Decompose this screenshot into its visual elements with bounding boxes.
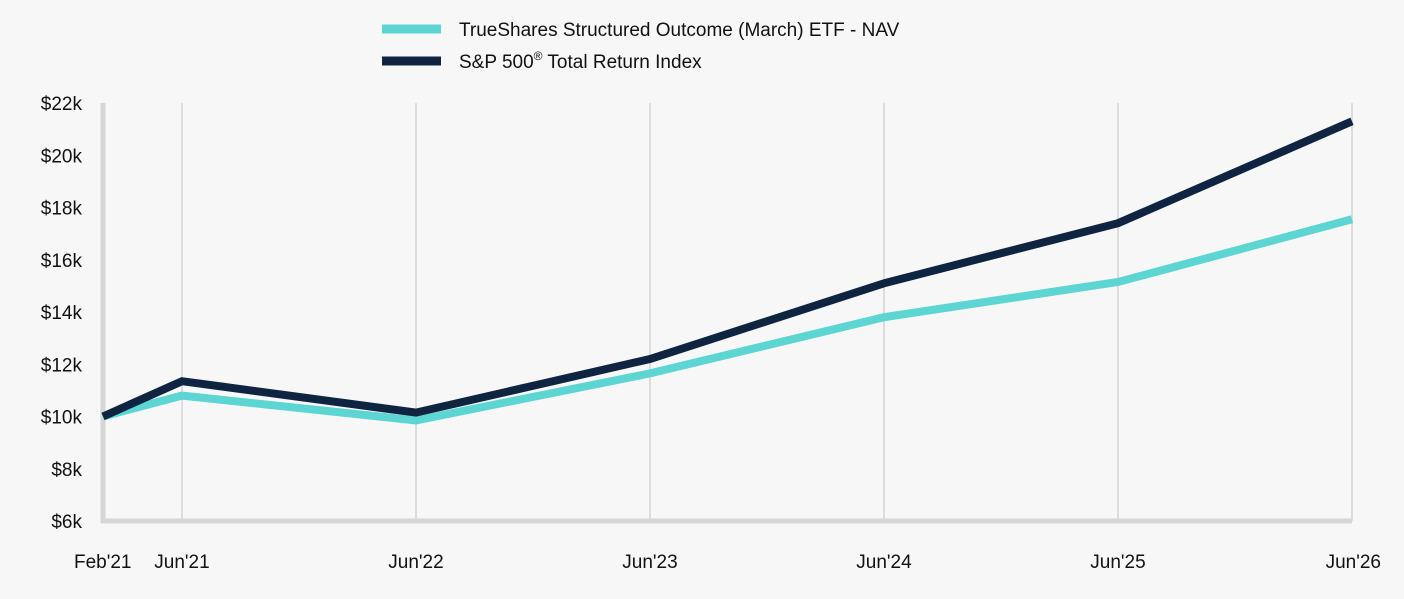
y-tick-label: $8k bbox=[51, 460, 82, 481]
x-tick-label: Jun'22 bbox=[388, 552, 443, 573]
x-tick-label: Feb'21 bbox=[74, 552, 132, 573]
y-tick-label: $22k bbox=[41, 94, 83, 115]
y-tick-label: $20k bbox=[41, 146, 83, 167]
y-tick-label: $10k bbox=[41, 408, 83, 429]
x-tick-label: Jun'25 bbox=[1090, 552, 1145, 573]
x-tick-label: Jun'24 bbox=[856, 552, 912, 573]
legend: TrueShares Structured Outcome (March) ET… bbox=[382, 20, 900, 73]
y-tick-label: $12k bbox=[41, 355, 83, 376]
series-lines bbox=[101, 117, 1354, 425]
x-tick-label: Jun'26 bbox=[1326, 552, 1381, 573]
legend-label-0: TrueShares Structured Outcome (March) ET… bbox=[459, 20, 900, 41]
series-line-1 bbox=[101, 117, 1354, 421]
y-tick-label: $16k bbox=[41, 251, 83, 272]
y-tick-label: $14k bbox=[41, 303, 83, 324]
legend-label-1: S&P 500® Total Return Index bbox=[459, 49, 702, 73]
x-tick-label: Jun'21 bbox=[154, 552, 209, 573]
x-tick-label: Jun'23 bbox=[622, 552, 677, 573]
series-line-0 bbox=[101, 215, 1354, 425]
y-tick-label: $18k bbox=[41, 199, 83, 220]
y-tick-label: $6k bbox=[51, 512, 82, 533]
grid-lines bbox=[181, 103, 1353, 521]
tick-labels: $6k $8k $10k $12k $14k $16k $18k $20k $22k Feb'21… bbox=[41, 94, 1381, 573]
axes bbox=[100, 103, 1352, 524]
